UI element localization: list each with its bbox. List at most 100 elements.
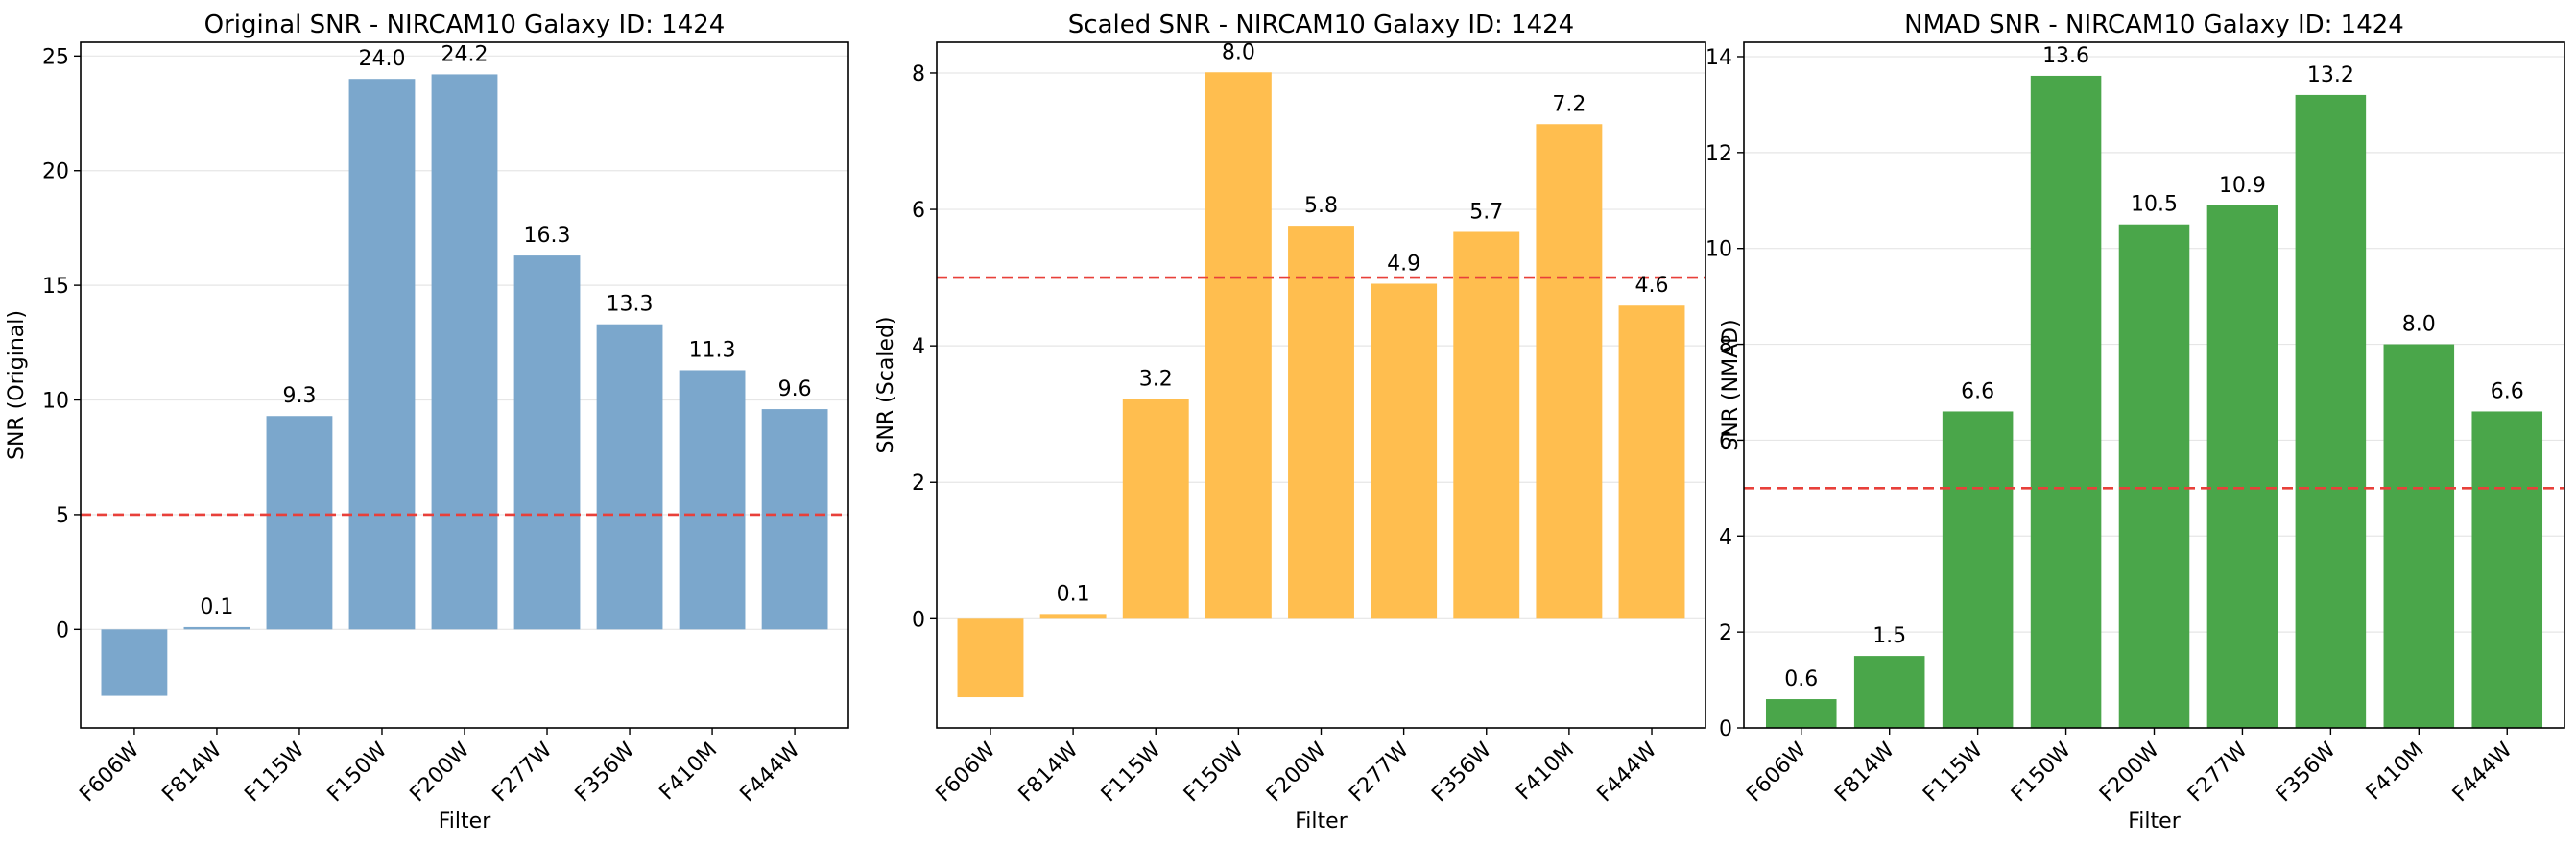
- chart-3-bar-f200w: [2118, 224, 2190, 729]
- chart-1-bar-f200w: [431, 74, 498, 630]
- chart-3-value-label: 8.0: [2402, 313, 2436, 337]
- chart-2-bar-f115w: [1122, 399, 1189, 619]
- chart-3-value-label: 6.6: [1961, 379, 1994, 403]
- chart-3-bar-f356w: [2295, 94, 2367, 728]
- chart-3-ylabel: SNR (NMAD): [1719, 319, 1743, 450]
- chart-1-xtick-label: F150W: [323, 737, 393, 807]
- chart-2-ytick-label: 0: [912, 608, 925, 632]
- chart-3-xtick-label: F814W: [1830, 737, 1899, 807]
- chart-3-ytick-label: 4: [1719, 525, 1732, 549]
- chart-1-bar-f277w: [513, 255, 581, 630]
- chart-3-ytick-label: 14: [1705, 46, 1732, 70]
- chart-2-xtick-label: F150W: [1180, 737, 1249, 807]
- chart-1-ytick-label: 5: [56, 504, 69, 528]
- chart-3-xtick-label: F356W: [2272, 737, 2341, 807]
- chart-2-bar-f277w: [1371, 283, 1438, 619]
- chart-3-bar-f444w: [2471, 411, 2543, 728]
- chart-2-bar-f356w: [1453, 231, 1520, 619]
- chart-2-value-label: 4.6: [1635, 274, 1669, 298]
- chart-1-xtick-label: F444W: [736, 737, 805, 807]
- chart-3-xtick-label: F410M: [2362, 738, 2429, 806]
- chart-3-xtick-label: F115W: [1919, 737, 1988, 807]
- chart-2-bar-f200w: [1288, 226, 1354, 619]
- chart-1-ytick-label: 10: [42, 390, 69, 414]
- chart-3-bar-f410m: [2383, 344, 2455, 728]
- chart-2-bar-f444w: [1618, 305, 1685, 619]
- chart-3-value-label: 10.9: [2219, 174, 2266, 198]
- chart-1-value-label: 16.3: [524, 224, 571, 248]
- chart-1-title: Original SNR - NIRCAM10 Galaxy ID: 1424: [204, 11, 726, 39]
- chart-3-value-label: 13.2: [2307, 63, 2354, 87]
- chart-1-value-label: 24.0: [358, 47, 405, 71]
- chart-2-bar-f814w: [1039, 614, 1107, 619]
- chart-2-xlabel: Filter: [1295, 810, 1348, 834]
- chart-1-bar-f444w: [761, 409, 828, 630]
- chart-1-value-label: 9.3: [282, 384, 316, 408]
- chart-3-ytick-label: 8: [1719, 334, 1732, 358]
- chart-2-value-label: 8.0: [1222, 40, 1255, 64]
- chart-3-value-label: 10.5: [2131, 193, 2178, 217]
- chart-3-bar-f606w: [1765, 699, 1837, 728]
- chart-2-xtick-label: F444W: [1593, 737, 1662, 807]
- chart-1-xtick-label: F410M: [656, 738, 723, 806]
- chart-3-value-label: 6.6: [2491, 379, 2524, 403]
- chart-2-value-label: 3.2: [1139, 368, 1173, 392]
- chart-1-xtick-label: F200W: [406, 737, 475, 807]
- chart-3-xlabel: Filter: [2128, 810, 2181, 834]
- chart-2-value-label: 5.8: [1304, 194, 1338, 218]
- chart-1-xtick-label: F814W: [157, 737, 227, 807]
- chart-1-bar-f606w: [101, 629, 168, 696]
- chart-1: 0.1 9.3 24.0 24.2 16.3 13.3 11.3 9.6 0 5 10 15 20 25 F…: [5, 11, 849, 834]
- chart-1-ytick-label: 15: [42, 275, 69, 299]
- chart-3-value-label: 13.6: [2042, 44, 2089, 68]
- chart-3-xtick-label: F150W: [2007, 737, 2076, 807]
- chart-1-ylabel: SNR (Original): [5, 310, 29, 460]
- chart-3-xtick-label: F200W: [2095, 737, 2164, 807]
- chart-3-xtick-label: F444W: [2448, 737, 2517, 807]
- chart-1-bar-f356w: [596, 324, 663, 630]
- chart-1-xtick-label: F277W: [489, 737, 558, 807]
- chart-1-xtick-label: F356W: [571, 737, 640, 807]
- chart-3: 0.6 1.5 6.6 13.6 10.5 10.9 13.2 8.0 6.6 0 2 4 6 8 10 12…: [1705, 11, 2565, 834]
- chart-2-bar-f606w: [957, 618, 1024, 698]
- chart-1-ytick-label: 25: [42, 45, 69, 69]
- chart-2-xtick-label: F814W: [1014, 737, 1084, 807]
- chart-3-ytick-label: 0: [1719, 717, 1732, 741]
- chart-3-xtick-label: F277W: [2183, 737, 2253, 807]
- chart-1-xlabel: Filter: [439, 810, 491, 834]
- chart-1-value-label: 24.2: [441, 42, 489, 66]
- chart-2-value-label: 7.2: [1552, 92, 1586, 116]
- chart-3-ytick-label: 12: [1705, 142, 1732, 166]
- chart-3-bar-f115w: [1942, 411, 2014, 728]
- chart-3-ytick-label: 2: [1719, 621, 1732, 645]
- chart-2-xtick-label: F115W: [1097, 737, 1166, 807]
- chart-1-xtick-label: F115W: [240, 737, 309, 807]
- chart-2-value-label: 0.1: [1057, 582, 1090, 606]
- chart-1-bar-f115w: [266, 416, 333, 630]
- chart-3-ytick-label: 10: [1705, 238, 1732, 262]
- chart-3-title: NMAD SNR - NIRCAM10 Galaxy ID: 1424: [1904, 11, 2404, 39]
- chart-3-value-label: 0.6: [1784, 667, 1818, 691]
- chart-1-xtick-label: F606W: [75, 737, 144, 807]
- chart-3-bar-f814w: [1853, 656, 1925, 728]
- chart-2-ytick-label: 2: [912, 471, 925, 496]
- chart-3-bar-f150w: [2030, 75, 2102, 728]
- chart-2-xtick-label: F277W: [1345, 737, 1414, 807]
- chart-3-xtick-label: F606W: [1742, 737, 1811, 807]
- chart-3-value-label: 1.5: [1872, 624, 1906, 648]
- chart-2-xtick-label: F606W: [932, 737, 1001, 807]
- chart-2-ylabel: SNR (Scaled): [874, 316, 898, 453]
- chart-1-value-label: 0.1: [200, 595, 233, 619]
- chart-1-value-label: 9.6: [778, 377, 812, 401]
- chart-2-xtick-label: F410M: [1512, 738, 1579, 806]
- chart-2-value-label: 4.9: [1387, 252, 1420, 276]
- chart-1-value-label: 13.3: [607, 293, 654, 317]
- chart-2-ytick-label: 6: [912, 199, 925, 223]
- chart-3-ytick-label: 6: [1719, 429, 1732, 453]
- chart-2-title: Scaled SNR - NIRCAM10 Galaxy ID: 1424: [1068, 11, 1574, 39]
- chart-2-xtick-label: F200W: [1262, 737, 1331, 807]
- chart-2-ytick-label: 8: [912, 62, 925, 86]
- chart-1-ytick-label: 0: [56, 618, 69, 642]
